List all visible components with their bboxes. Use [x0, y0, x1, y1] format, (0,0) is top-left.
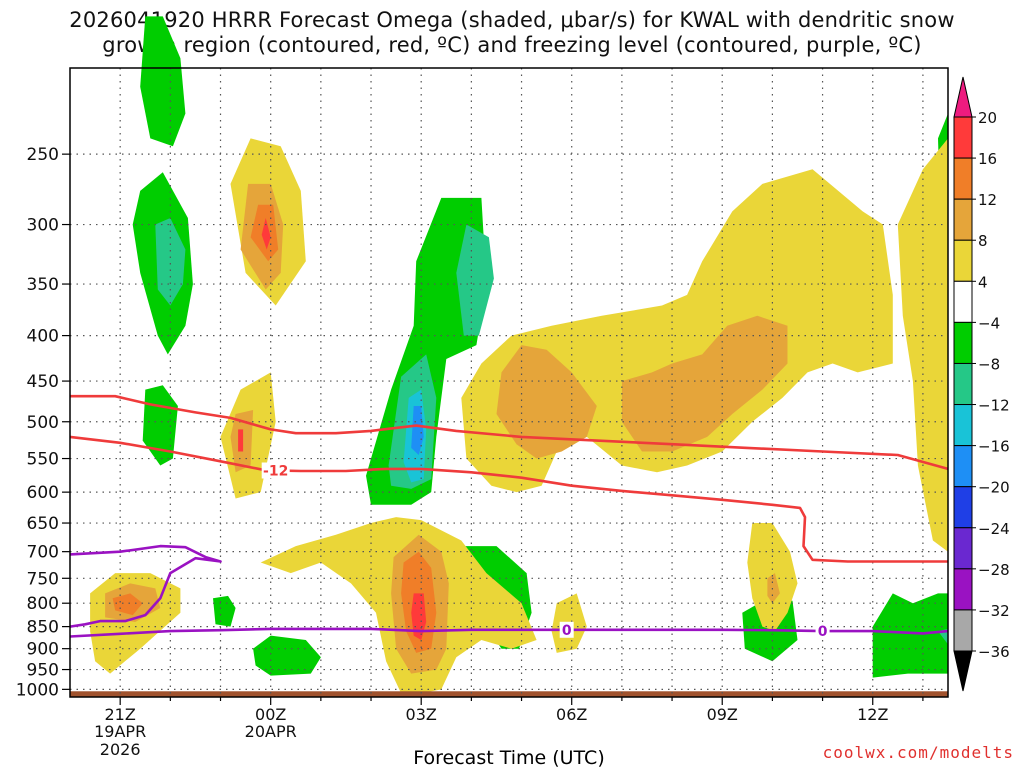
colorbar-segment-0: [953, 116, 973, 159]
dgz-contour-label-1: -12: [263, 463, 288, 479]
colorbar-segment-12: [953, 609, 973, 652]
omega-region-33: [496, 345, 597, 459]
dgz-label-bg-1: [261, 462, 290, 479]
colorbar-level-label-11: −28: [978, 561, 1010, 579]
surface-terrain: [70, 691, 948, 697]
x-axis-label: Forecast Time (UTC): [413, 747, 604, 768]
y-tick-label-800: 800: [27, 594, 59, 614]
contour-lines: -12 0 0: [69, 394, 949, 640]
plot-frame: [69, 67, 949, 698]
x-tick-label-0: 21Z: [105, 705, 136, 724]
colorbar-legend: 20 16 12 8 4 −4 −8 −12 −16 −20 −24 −28 −32 −36: [953, 76, 1010, 692]
terrain-strip: [70, 691, 948, 697]
y-tick-label-300: 300: [27, 216, 59, 236]
x-tick-label-3: 06Z: [556, 705, 587, 724]
colorbar-bottom-arrow: [953, 650, 973, 692]
colorbar-segment-6: [953, 362, 973, 406]
y-tick-label-250: 250: [27, 145, 59, 165]
y-tick-label-650: 650: [27, 514, 59, 534]
y-tick-label-900: 900: [27, 640, 59, 660]
omega-region-2: [155, 218, 186, 306]
y-tick-label-500: 500: [27, 413, 59, 433]
dgz-contour-1: [69, 435, 948, 563]
y-tick-label-1000: 1000: [16, 680, 59, 700]
colorbar-level-label-8: −16: [978, 438, 1010, 456]
grid-lines: [70, 68, 948, 697]
credit-text: coolwx.com/modelts: [822, 743, 1014, 762]
colorbar-level-label-6: −8: [978, 355, 1000, 373]
colorbar-segment-11: [953, 568, 973, 611]
omega-region-14: [872, 593, 948, 678]
colorbar-level-label-4: 4: [978, 273, 988, 291]
title-line-2: growth region (contoured, red, ºC) and f…: [102, 33, 922, 57]
freezing-label-bg-1-1: [815, 623, 830, 640]
colorbar-level-label-13: −36: [978, 643, 1010, 661]
y-tick-label-700: 700: [27, 543, 59, 563]
y-tick-label-450: 450: [27, 372, 59, 392]
colorbar-segment-10: [953, 527, 973, 570]
omega-region-3: [142, 385, 178, 466]
colorbar-segment-9: [953, 486, 973, 529]
omega-shading: [90, 16, 948, 694]
omega-region-7: [411, 406, 424, 455]
colorbar-segment-3: [953, 239, 973, 282]
omega-region-11: [213, 595, 236, 627]
omega-region-8: [456, 224, 494, 336]
freezing-label-bg-1-0: [559, 621, 574, 638]
x-tick-label-2: 03Z: [406, 705, 437, 724]
dgz-contour-0: [70, 394, 949, 471]
omega-region-0: [140, 16, 186, 147]
colorbar-level-label-9: −20: [978, 479, 1010, 497]
colorbar-level-label-2: 12: [978, 191, 997, 209]
omega-region-26: [112, 593, 143, 616]
colorbar-level-label-1: 16: [978, 150, 997, 168]
y-tick-label-550: 550: [27, 450, 59, 470]
x-tick-date-1: 20APR: [245, 722, 297, 741]
y-axis: 2503003504004505005506006507007508008509…: [16, 145, 70, 700]
y-tick-label-950: 950: [27, 661, 59, 681]
y-tick-label-400: 400: [27, 327, 59, 347]
x-tick-label-4: 09Z: [707, 705, 738, 724]
freezing-contour-0: [69, 544, 222, 628]
y-tick-label-600: 600: [27, 483, 59, 503]
omega-region-34: [621, 315, 788, 452]
y-tick-label-750: 750: [27, 569, 59, 589]
colorbar-level-label-5: −4: [978, 314, 1000, 332]
colorbar-segment-2: [953, 198, 973, 241]
omega-region-12: [253, 635, 321, 676]
y-tick-label-350: 350: [27, 275, 59, 295]
colorbar-segment-8: [953, 445, 973, 488]
omega-region-37: [767, 573, 780, 604]
x-tick-label-1: 00Z: [255, 705, 286, 724]
y-tick-label-850: 850: [27, 618, 59, 638]
colorbar-level-label-12: −32: [978, 602, 1010, 620]
colorbar-segment-7: [953, 404, 973, 447]
colorbar-level-label-10: −24: [978, 520, 1010, 538]
colorbar-segment-5: [953, 321, 973, 364]
omega-region-20: [261, 218, 271, 250]
title-line-1: 2026041920 HRRR Forecast Omega (shaded, …: [69, 8, 955, 32]
colorbar-segment-4: [953, 280, 973, 323]
colorbar-segment-1: [953, 157, 973, 200]
freezing-contour-label-1-1: 0: [818, 624, 828, 640]
x-tick-year-0: 2026: [100, 740, 141, 759]
omega-region-30: [411, 593, 427, 640]
omega-region-35: [897, 138, 948, 552]
colorbar-top-arrow: [953, 76, 973, 118]
chart-title: 2026041920 HRRR Forecast Omega (shaded, …: [0, 8, 1024, 58]
colorbar-level-label-7: −12: [978, 397, 1010, 415]
freezing-contour-label-1-0: 0: [562, 623, 572, 639]
x-tick-label-5: 12Z: [857, 705, 888, 724]
omega-region-23: [238, 429, 244, 452]
colorbar-level-label-0: 20: [978, 109, 997, 127]
x-tick-date-0: 19APR: [94, 722, 146, 741]
colorbar-level-label-3: 8: [978, 232, 988, 250]
